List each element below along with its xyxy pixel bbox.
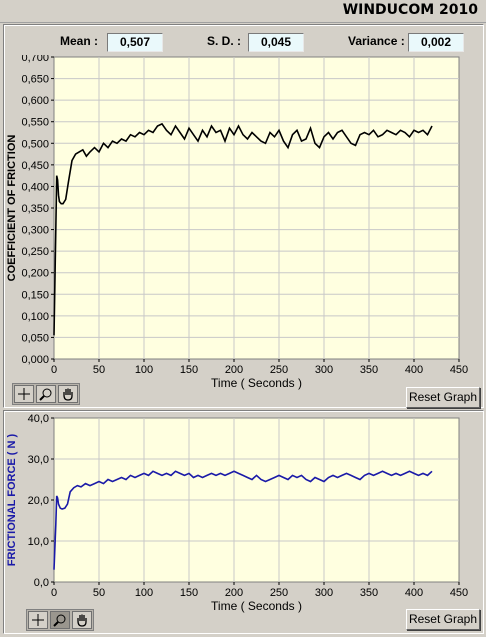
- force-x-tick-label: 300: [315, 587, 333, 599]
- force-panel: 0 50 100 150 200 250 300 350 400 450 0,0 10,0 20,0 30…: [3, 410, 484, 634]
- force-x-tick-label: 0: [51, 587, 57, 599]
- cof-y-tick-label: 0,500: [21, 138, 49, 150]
- force-y-axis-label: FRICTIONAL FORCE ( N ): [6, 433, 18, 566]
- hand-pan-icon[interactable]: [72, 611, 92, 629]
- sd-label: S. D. :: [207, 34, 242, 48]
- cof-y-tick-label: 0,650: [21, 74, 49, 86]
- cof-x-tick-label: 250: [270, 364, 288, 376]
- cof-y-axis-label: COEFFICIENT OF FRICTION: [6, 135, 18, 282]
- force-y-tick-label: 30,0: [28, 454, 49, 466]
- force-y-tick-label: 0,0: [34, 577, 49, 589]
- force-y-tick-label: 10,0: [28, 536, 49, 548]
- mean-label: Mean :: [60, 34, 99, 48]
- graph-palette-bottom: [26, 609, 94, 631]
- cof-x-tick-label: 200: [225, 364, 243, 376]
- cof-x-axis-label: Time ( Seconds ): [211, 376, 302, 390]
- cof-panel: Mean : 0,507 S. D. : 0,045 Variance : 0,…: [3, 24, 484, 408]
- sd-value: 0,045: [248, 33, 304, 52]
- force-x-tick-label: 350: [360, 587, 378, 599]
- cof-y-tick-label: 0,100: [21, 311, 49, 323]
- crosshair-icon[interactable]: [28, 611, 48, 629]
- graph-palette-top: [12, 383, 80, 405]
- cof-y-tick-label: 0,150: [21, 289, 49, 301]
- force-x-tick-label: 400: [405, 587, 423, 599]
- mean-value: 0,507: [107, 33, 163, 52]
- force-x-tick-label: 50: [93, 587, 105, 599]
- cof-x-tick-label: 350: [360, 364, 378, 376]
- zoom-icon[interactable]: [36, 385, 56, 403]
- force-chart: 0 50 100 150 200 250 300 350 400 450 0,0 10,0 20,0 30…: [6, 413, 468, 613]
- cof-y-tick-label: 0,600: [21, 95, 49, 107]
- cof-y-tick-label: 0,200: [21, 268, 49, 280]
- force-x-tick-label: 200: [225, 587, 243, 599]
- hand-pan-icon[interactable]: [58, 385, 78, 403]
- cof-x-tick-label: 300: [315, 364, 333, 376]
- cof-y-tick-label: 0,250: [21, 246, 49, 258]
- zoom-icon[interactable]: [50, 611, 70, 629]
- cof-y-tick-label: 0,300: [21, 225, 49, 237]
- cof-y-tick-label: 0,350: [21, 203, 49, 215]
- reset-graph-button-bottom[interactable]: Reset Graph: [406, 609, 480, 630]
- force-series-line: [53, 470, 433, 570]
- force-x-tick-label: 450: [450, 587, 468, 599]
- cof-y-tick-label: 0,450: [21, 160, 49, 172]
- cof-x-tick-label: 100: [135, 364, 153, 376]
- variance-value: 0,002: [408, 33, 464, 52]
- cof-x-tick-label: 450: [450, 364, 468, 376]
- reset-graph-button-top[interactable]: Reset Graph: [406, 387, 480, 408]
- cof-y-tick-label: 0,550: [21, 117, 49, 129]
- cof-y-tick-label: 0,050: [21, 332, 49, 344]
- cof-x-tick-label: 0: [51, 364, 57, 376]
- cof-x-tick-label: 400: [405, 364, 423, 376]
- title-bar: WINDUCOM 2010: [0, 0, 486, 23]
- cof-x-tick-label: 150: [180, 364, 198, 376]
- cof-chart: 0 50 100 150 200 250 300 350 400 450 0,000 0,050 0,1…: [6, 55, 468, 390]
- variance-label: Variance :: [348, 34, 405, 48]
- cof-series-line: [53, 122, 433, 336]
- force-x-tick-label: 150: [180, 587, 198, 599]
- force-x-tick-label: 250: [270, 587, 288, 599]
- force-x-axis-label: Time ( Seconds ): [211, 599, 302, 613]
- cof-y-tick-label: 0,400: [21, 181, 49, 193]
- crosshair-icon[interactable]: [14, 385, 34, 403]
- cof-x-tick-label: 50: [93, 364, 105, 376]
- force-x-tick-label: 100: [135, 587, 153, 599]
- force-y-tick-label: 40,0: [28, 413, 49, 425]
- cof-y-tick-label: 0,700: [21, 55, 49, 64]
- force-y-tick-label: 20,0: [28, 495, 49, 507]
- app-title: WINDUCOM 2010: [342, 2, 478, 18]
- cof-y-tick-label: 0,000: [21, 354, 49, 366]
